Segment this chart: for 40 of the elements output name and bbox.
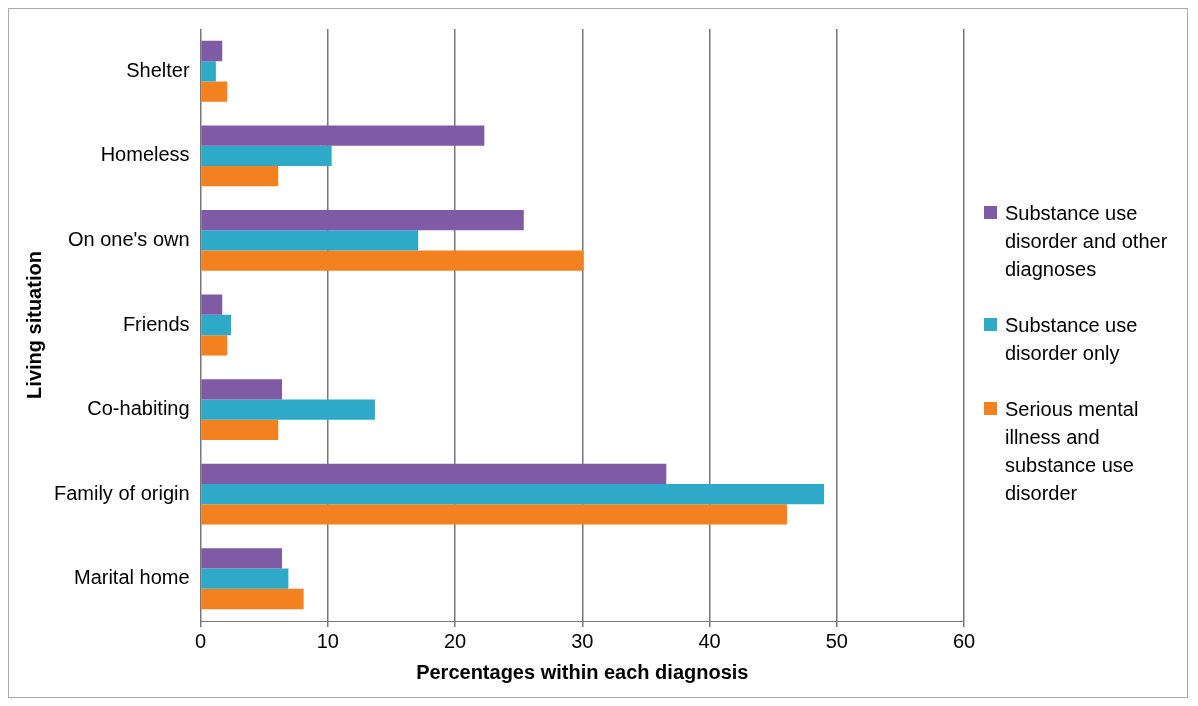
y-tick-label: On one's own (67, 227, 190, 250)
bar (201, 399, 375, 420)
bar (201, 125, 485, 146)
bar (201, 61, 216, 82)
x-tick-label: 60 (952, 629, 976, 652)
bar (201, 81, 228, 102)
y-tick-label: Co-habiting (87, 397, 190, 420)
bar (201, 483, 825, 505)
bar (201, 230, 419, 251)
y-tick-label: Marital home (73, 566, 190, 589)
bar (201, 463, 667, 484)
y-tick-label: Friends (122, 312, 190, 335)
bar (201, 209, 524, 231)
x-tick-label: 30 (571, 629, 594, 652)
legend-label: Substance use disorder and other diagnoses (1005, 201, 1169, 282)
legend-label: Substance use disorder only (1005, 313, 1139, 366)
bar (201, 294, 223, 315)
y-tick-label: Shelter (126, 58, 190, 81)
legend-label: Serious mental illness and substance use disorder (1005, 397, 1140, 506)
x-tick-label: 40 (698, 629, 721, 652)
bar (201, 145, 332, 167)
y-tick-label: Homeless (100, 143, 190, 166)
bar (201, 314, 232, 336)
bar (201, 588, 304, 610)
y-tick-label: Family of origin (53, 481, 190, 504)
bar (201, 40, 223, 62)
x-tick-label: 50 (825, 629, 848, 652)
x-tick-label: 10 (316, 629, 339, 652)
bar (201, 335, 228, 356)
x-tick-label: 0 (195, 629, 207, 652)
bar (201, 379, 283, 400)
bar (201, 166, 279, 187)
bar (201, 419, 279, 441)
bar (201, 250, 584, 271)
y-axis-title: Living situation (22, 251, 45, 399)
bar (201, 548, 283, 569)
bar (201, 568, 289, 589)
x-axis-title: Percentages within each diagnosis (416, 660, 749, 683)
x-tick-label: 20 (443, 629, 467, 652)
bar (201, 504, 788, 525)
